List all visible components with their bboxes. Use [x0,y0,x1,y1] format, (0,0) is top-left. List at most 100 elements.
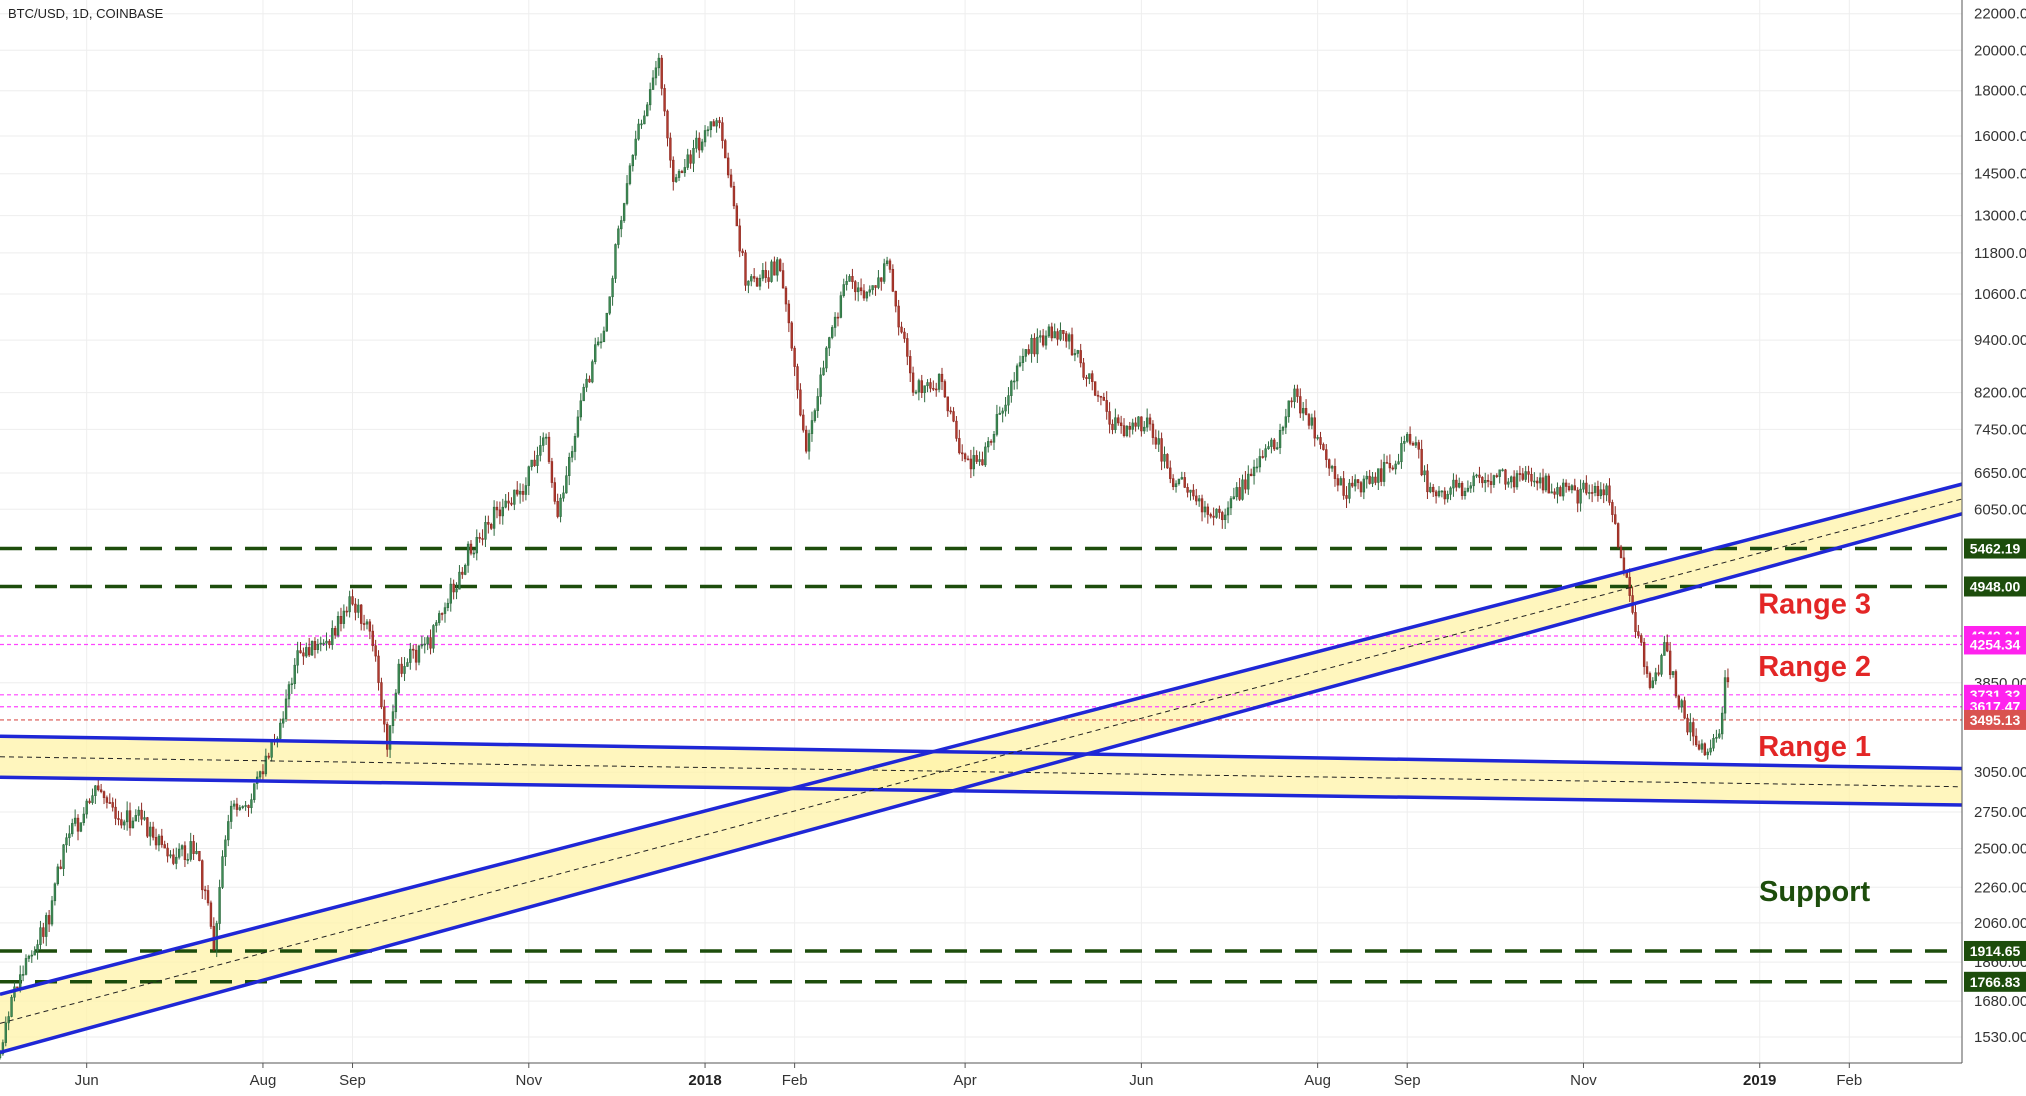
candle-body [154,837,158,846]
candle-body [695,137,698,149]
candle-body [10,996,13,1017]
candle-body [1267,446,1270,450]
candle-body [296,650,299,666]
candle-body [819,374,822,397]
candle-body [1585,482,1588,494]
candle-body [536,455,539,466]
candle-body [345,610,348,613]
candle-body [1169,467,1172,479]
candle-body [1082,362,1085,378]
candle-body [464,565,467,575]
candle-body [1715,736,1718,739]
candle-body [562,492,565,499]
candle-body [651,77,655,90]
y-tick-label: 2260.00 [1974,879,2026,896]
candle-body [1567,486,1571,491]
candle-body [420,644,424,647]
candle-body [1238,487,1241,500]
candle-body [1634,612,1637,632]
candle-body [79,822,83,832]
candle-body [1709,747,1712,753]
candle-body [1244,479,1247,490]
y-tick-label: 1530.00 [1974,1029,2026,1046]
candle-body [804,429,808,452]
candle-body [143,817,146,820]
candle-body [1030,337,1033,354]
candle-body [750,276,753,282]
y-tick-label: 18000.00 [1974,83,2026,100]
candle-body [654,67,658,79]
candle-body [362,623,366,625]
candle-body [845,281,848,285]
candle-body [478,536,481,539]
candle-body [328,640,331,646]
candle-body [417,645,421,663]
candle-body [932,387,935,390]
candle-body [1050,326,1053,339]
candle-body [24,958,28,975]
candle-body [698,137,701,151]
candle-body [59,866,62,869]
candle-body [700,141,704,151]
candle-body [1342,478,1345,496]
candle-body [1206,506,1210,515]
candle-body [1466,487,1470,492]
candle-body [995,414,999,435]
candle-body [1200,498,1204,513]
candle-body [1657,672,1660,675]
candle-body [1088,373,1091,379]
candle-body [1576,489,1579,504]
candle-body [27,955,31,959]
candle-body [533,459,536,466]
candle-body [773,261,776,276]
candle-body [527,466,530,486]
candle-body [331,628,334,646]
candle-body [1518,473,1522,475]
candle-body [1417,442,1420,450]
candle-body [1171,478,1175,488]
y-tick-label: 9400.00 [1974,332,2026,349]
candle-body [1241,479,1244,500]
candle-body [131,820,135,829]
candle-body [1533,480,1536,483]
candle-body [1637,631,1640,636]
candle-body [683,167,687,173]
candle-body [611,278,614,298]
candle-body [1137,416,1140,427]
candle-body [88,800,91,803]
candle-body [848,276,851,282]
candle-body [264,755,268,775]
candle-body [1593,486,1597,493]
candle-body [1215,508,1218,518]
candle-body [247,805,250,808]
candle-body [455,588,458,593]
candle-body [1316,437,1319,439]
candle-body [1489,481,1493,485]
candle-body [1449,487,1452,495]
candle-body [469,543,473,554]
candle-body [880,277,883,282]
candle-body [1140,416,1143,432]
candle-body [810,420,814,434]
candle-body [4,1022,7,1043]
candle-body [1261,456,1264,458]
candle-body [1131,422,1134,430]
candle-body [1195,495,1198,502]
candle-body [1013,380,1016,383]
candle-body [1255,466,1259,469]
candle-body [657,57,661,69]
candle-body [637,123,640,140]
candle-body [140,809,143,820]
candle-body [920,380,923,393]
candle-body [1102,396,1106,401]
candle-body [371,630,374,647]
candle-body [998,412,1001,415]
candle-body [1307,414,1311,426]
candle-body [949,410,952,413]
candle-body [1668,650,1672,675]
candle-body [1481,477,1484,484]
candle-body [1180,477,1184,480]
candle-body [868,289,871,293]
